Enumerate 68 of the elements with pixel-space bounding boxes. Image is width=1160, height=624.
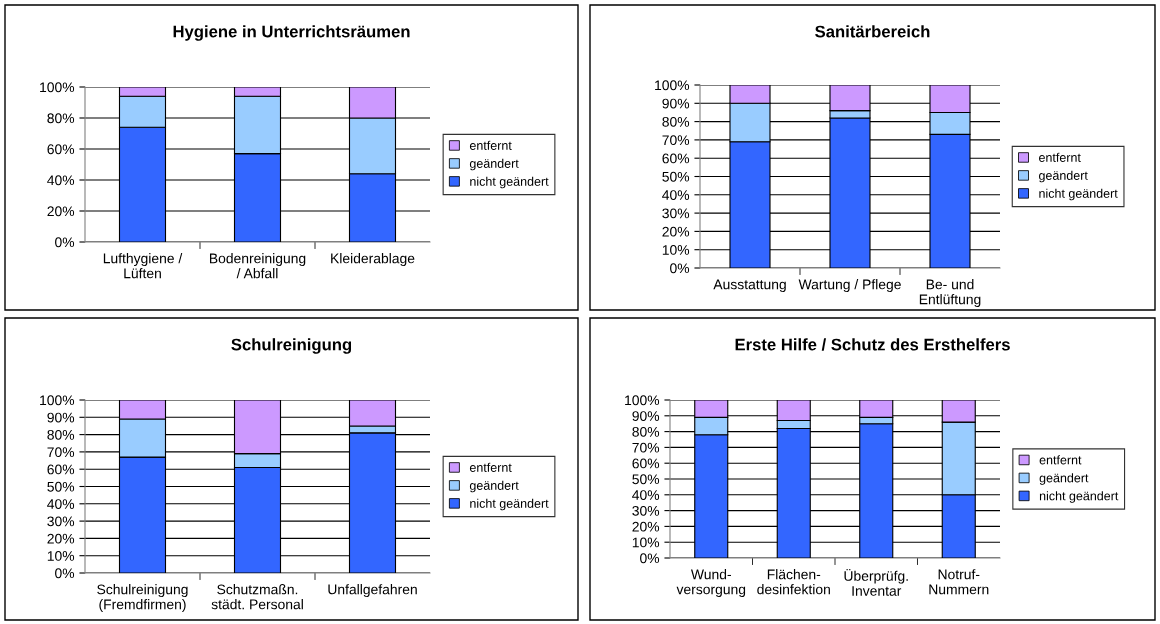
y-tick-label: 0% (670, 263, 690, 274)
x-tick-label: Schulreinigung (Fremdfirmen) (97, 584, 188, 613)
y-tick-label: 40% (662, 190, 690, 200)
y-tick-label: 80% (47, 429, 75, 440)
y-tick-label: 30% (632, 505, 660, 516)
chart-title: Hygiene in Unterrichtsräumen (173, 25, 410, 41)
chart-title: Sanitärbereich (815, 25, 930, 38)
y-tick-label: 100% (655, 80, 690, 91)
legend-label: entfernt (1039, 152, 1081, 162)
legend-label: entfernt (469, 140, 512, 150)
y-tick-label: 60% (662, 153, 690, 164)
chart-title: Schulreinigung (231, 338, 352, 354)
x-tick-label: Flächen- desinfektion (757, 569, 830, 595)
y-tick-label: 60% (632, 458, 660, 469)
y-tick-label: 0% (55, 237, 75, 248)
y-tick-label: 80% (47, 113, 75, 124)
y-tick-label: 60% (47, 464, 75, 475)
x-tick-label: Be- und Entlüftung (919, 279, 981, 308)
y-tick-label: 20% (662, 226, 690, 237)
y-tick-label: 90% (662, 98, 690, 109)
legend-label: geändert (1039, 473, 1089, 485)
y-tick-label: 30% (662, 208, 690, 219)
legend-label: geändert (1039, 170, 1088, 183)
y-tick-label: 70% (47, 447, 75, 458)
y-tick-label: 20% (47, 533, 75, 544)
y-tick-label: 10% (662, 245, 690, 255)
x-tick-label: Unfallgefahren (328, 584, 417, 598)
legend-label: geändert (469, 480, 519, 493)
y-tick-label: 40% (632, 490, 660, 500)
y-tick-label: 100% (40, 395, 75, 406)
y-tick-label: 70% (632, 442, 660, 453)
y-tick-label: 30% (47, 516, 75, 527)
legend-label: entfernt (469, 462, 512, 472)
x-tick-label: Notruf- Nummern (929, 569, 989, 595)
y-tick-label: 50% (662, 171, 690, 182)
x-tick-label: Überprüfg. Inventar (844, 569, 908, 596)
y-tick-label: 40% (47, 499, 75, 509)
y-tick-label: 50% (47, 481, 75, 492)
y-tick-label: 100% (625, 395, 660, 406)
legend-label: nicht geändert (470, 498, 549, 511)
legend-label: entfernt (1039, 455, 1082, 465)
y-tick-label: 90% (47, 412, 75, 423)
x-tick-label: Kleiderablage (331, 253, 415, 267)
y-tick-label: 20% (47, 206, 75, 217)
legend-label: nicht geändert (1039, 491, 1119, 503)
y-tick-label: 10% (632, 537, 660, 548)
y-tick-label: 90% (632, 411, 660, 421)
x-tick-label: Lufthygiene / Lüften (103, 253, 183, 279)
y-tick-label: 40% (47, 175, 75, 186)
y-tick-label: 0% (55, 568, 75, 579)
y-tick-label: 50% (632, 474, 660, 485)
chart-title: Erste Hilfe / Schutz des Ersthelfers (735, 338, 1010, 351)
x-tick-label: Wund- versorgung (676, 569, 746, 598)
x-tick-label: Schutzmaßn. städt. Personal (211, 584, 303, 610)
x-tick-label: Bodenreinigung / Abfall (209, 253, 306, 279)
y-tick-label: 60% (47, 144, 75, 155)
y-tick-label: 100% (40, 82, 75, 93)
y-tick-label: 20% (632, 521, 660, 532)
y-tick-label: 0% (640, 553, 660, 564)
legend-label: nicht geändert (1039, 188, 1118, 201)
y-tick-label: 80% (632, 426, 660, 437)
y-tick-label: 10% (47, 551, 75, 561)
y-tick-label: 70% (662, 135, 690, 146)
legend-label: nicht geändert (470, 176, 549, 189)
x-tick-label: Wartung / Pflege (798, 279, 901, 293)
y-tick-label: 80% (662, 116, 690, 127)
x-tick-label: Ausstattung (713, 279, 786, 293)
legend-label: geändert (469, 158, 519, 171)
